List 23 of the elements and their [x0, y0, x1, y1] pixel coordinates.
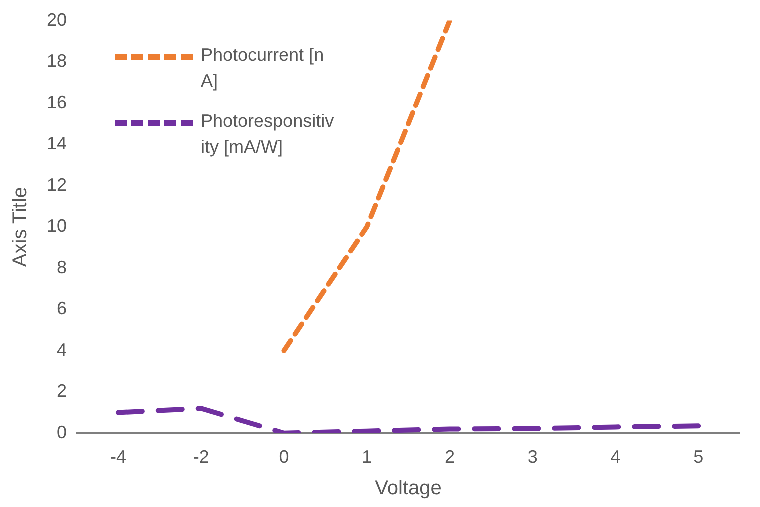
y-tick-label: 14 — [46, 134, 68, 154]
x-tick-label: 0 — [279, 447, 290, 468]
y-tick-label: 16 — [46, 92, 68, 112]
y-tick-label: 12 — [46, 174, 68, 195]
y-tick-label: 2 — [57, 381, 68, 402]
y-tick-label: 4 — [57, 340, 68, 360]
y-tick-label: 6 — [57, 298, 68, 319]
x-tick-label: 4 — [610, 447, 621, 468]
x-tick-label: 2 — [444, 447, 455, 468]
x-axis-title: Voltage — [375, 478, 442, 500]
y-tick-label: 18 — [46, 51, 68, 72]
y-axis-title: Axis Title — [10, 187, 32, 268]
x-tick-label: -2 — [193, 447, 210, 468]
y-tick-label: 8 — [57, 257, 68, 278]
x-tick-label: 3 — [528, 447, 538, 468]
y-tick-label: 0 — [57, 422, 68, 442]
legend-label: Photoresponsitivity [mA/W] — [201, 110, 336, 159]
x-tick-label: -4 — [110, 447, 126, 468]
x-tick-label: 1 — [362, 447, 372, 468]
y-tick-label: 20 — [46, 10, 68, 30]
legend-label: Photocurrent [nA] — [201, 44, 326, 93]
x-tick-label: 5 — [694, 447, 704, 468]
y-tick-label: 10 — [46, 216, 68, 236]
